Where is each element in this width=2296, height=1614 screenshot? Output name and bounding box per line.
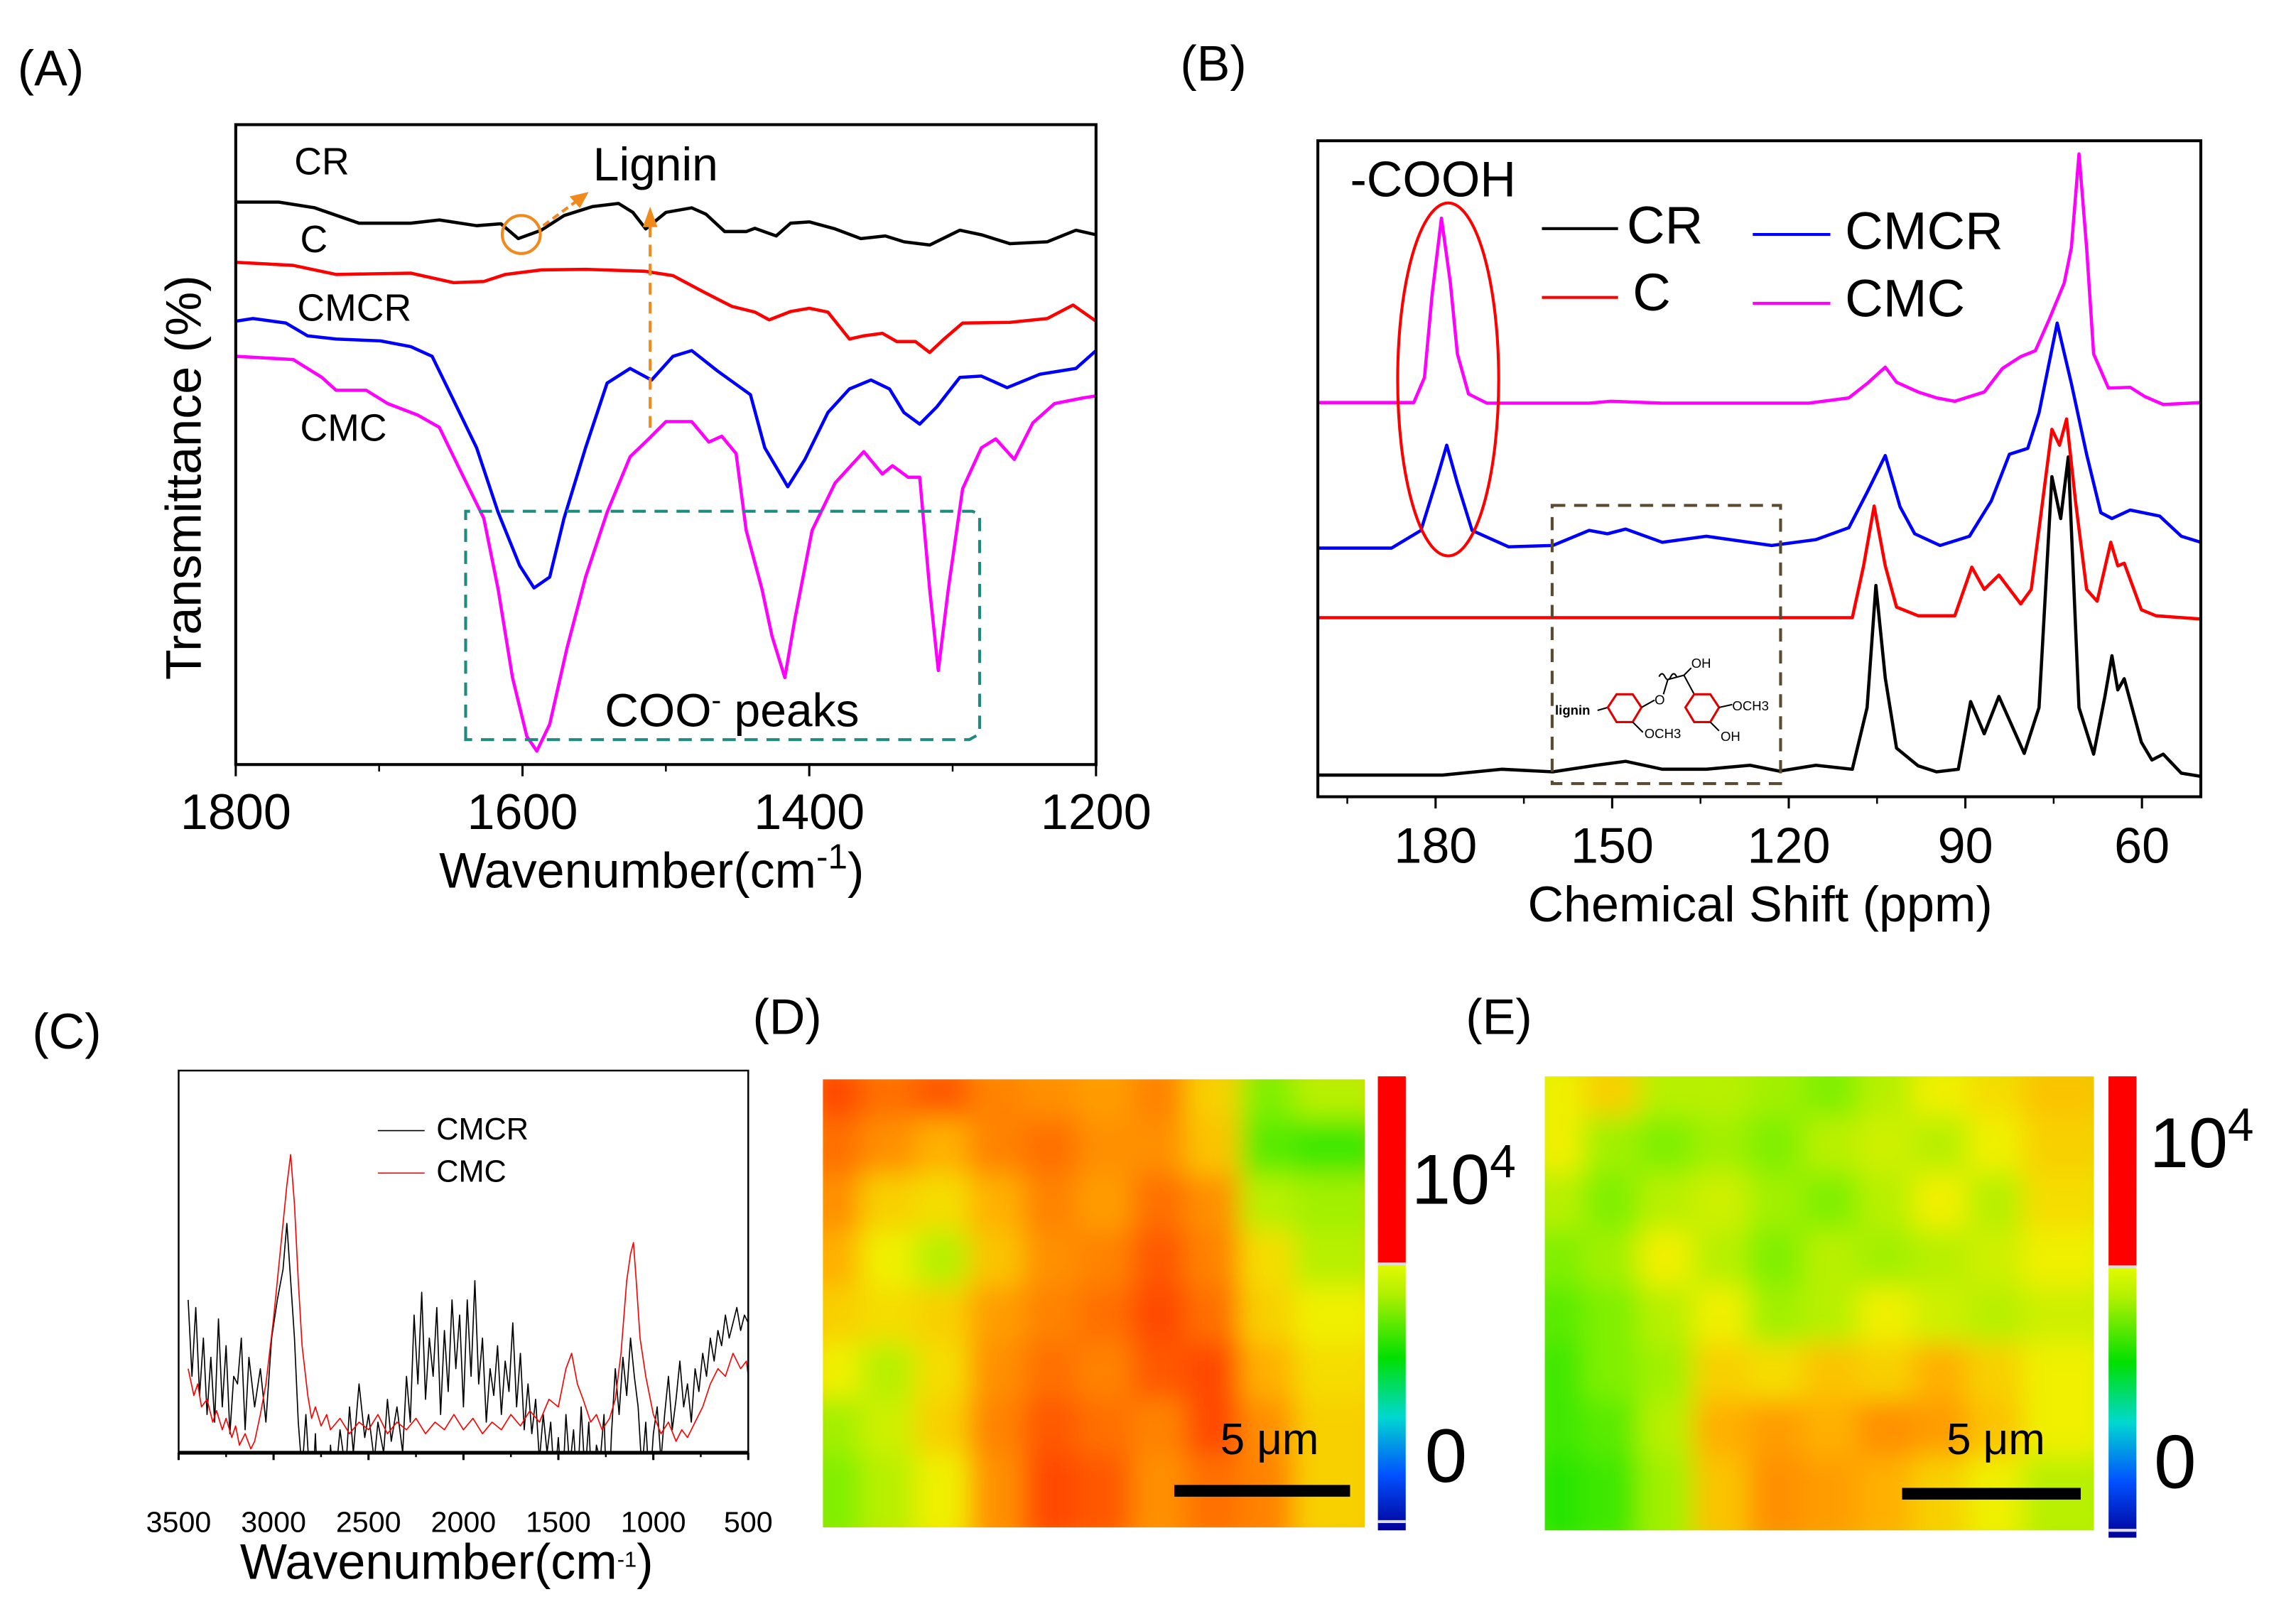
arrowhead-up-icon (642, 206, 658, 227)
panel-e-scalebar (1902, 1488, 2081, 1500)
cooh-ellipse-marker (1396, 201, 1500, 558)
panel-c-legend: CMCR CMC (377, 1112, 529, 1189)
cooh-annotation: -COOH (1350, 151, 1516, 207)
panel-c-curves (188, 1154, 749, 1453)
x-tick-label: 1400 (754, 784, 865, 840)
series-line-c (1318, 417, 2202, 621)
panel-b-legend: CR C CMCR CMC (1542, 195, 2003, 327)
series-line-c (235, 260, 1096, 354)
panel-d: (D) 104 0 5 μm (752, 989, 1516, 1531)
heatmap-cell (1294, 1454, 1365, 1528)
panel-a-ylabel: Transmittance (%) (156, 275, 211, 680)
series-line-cmc (235, 354, 1096, 753)
panel-d-scalebar (1174, 1485, 1350, 1497)
coo-peaks-box (464, 509, 982, 742)
panel-c-x-axis: 3500 3000 2500 2000 1500 1000 500 (146, 1452, 773, 1538)
panel-d-heatmap (823, 1079, 1365, 1528)
x-tick-label: 120 (1748, 818, 1831, 873)
x-tick-label: 2000 (431, 1505, 497, 1538)
chem-label-oh-2: OH (1721, 729, 1740, 744)
chem-label-och3-1: OCH3 (1645, 726, 1682, 741)
panel-b-plot-frame (1316, 139, 2203, 798)
chem-label-o: O (1655, 693, 1664, 708)
series-line-cmcr (235, 317, 1096, 590)
legend-label-cr: CR (1627, 195, 1703, 254)
series-line-cmc (188, 1154, 749, 1450)
x-tick-label: 3500 (146, 1505, 212, 1538)
arrowhead-icon (569, 192, 589, 208)
x-tick-label: 1000 (621, 1505, 686, 1538)
panel-a-curves (235, 200, 1096, 753)
x-tick-label: 90 (1938, 818, 1993, 873)
panel-a-letter: (A) (18, 40, 84, 96)
chem-label-oh-1: OH (1691, 656, 1711, 671)
panel-b-x-axis: 180 150 120 90 60 (1346, 796, 2170, 873)
panel-c-xlabel: Wavenumber(cm-1) (240, 1534, 654, 1589)
lignin-circle-marker (500, 214, 542, 255)
x-tick-label: 150 (1571, 818, 1654, 873)
panel-a-x-axis: 1800 1600 1400 1200 (180, 764, 1152, 840)
x-tick-label: 500 (724, 1505, 773, 1538)
legend-label-cmcr: CMCR (1845, 202, 2003, 261)
series-line-cmc (1318, 152, 2202, 406)
x-tick-label: 60 (2114, 818, 2170, 873)
x-tick-label: 1600 (467, 784, 578, 840)
series-line-cmcr (188, 1223, 749, 1453)
panel-e-letter: (E) (1466, 989, 1532, 1044)
panel-e-colorbar-min: 0 (2154, 1419, 2197, 1504)
panel-e-scalebar-label: 5 μm (1946, 1415, 2045, 1464)
panel-e-heatmap (1544, 1076, 2094, 1531)
x-tick-label: 1200 (1041, 784, 1152, 840)
panel-c-letter: (C) (32, 1004, 101, 1059)
panel-d-letter: (D) (752, 989, 821, 1044)
wavy-bond-icon (1658, 673, 1678, 681)
panel-e-colorbar-max: 104 (2150, 1098, 2254, 1182)
series-line-cr (1318, 455, 2202, 779)
panel-d-colorbar-min: 0 (1425, 1413, 1468, 1498)
lignin-annotation: Lignin (593, 138, 718, 190)
x-tick-label: 180 (1394, 818, 1477, 873)
chem-label-lignin: lignin (1555, 703, 1590, 717)
orange-arrow-diagonal (542, 199, 578, 227)
curve-label-cmcr: CMCR (297, 287, 411, 330)
panel-b-letter: (B) (1180, 36, 1246, 92)
panel-b-curves (1318, 152, 2202, 779)
x-tick-label: 2500 (336, 1505, 401, 1538)
aromatic-ring-2 (1684, 693, 1721, 723)
panel-d-scalebar-label: 5 μm (1220, 1415, 1319, 1464)
panel-a: (A) 1800 1600 1400 1200 Wavenumber(cm-1) Tr… (18, 40, 1152, 899)
panel-a-xlabel: Wavenumber(cm-1) (439, 837, 864, 899)
legend-label-cmcr: CMCR (436, 1112, 529, 1147)
panel-c: (C) 3500 3000 2500 2000 1500 1000 500 Wavenumb… (32, 1004, 772, 1589)
x-tick-label: 1500 (526, 1505, 591, 1538)
lignin-region-box (1550, 504, 1782, 786)
chem-label-och3-2: OCH3 (1732, 698, 1769, 713)
panel-b-xlabel: Chemical Shift (ppm) (1527, 877, 1992, 932)
legend-label-c: C (1632, 263, 1671, 322)
x-tick-label: 1800 (180, 784, 291, 840)
curve-label-c: C (300, 218, 328, 261)
curve-label-cmc: CMC (300, 407, 387, 450)
heatmap-cell (2022, 1456, 2094, 1531)
panel-b: (B) 180 150 120 90 60 Chemical Shift (ppm) -… (1180, 36, 2203, 932)
legend-label-cmc: CMC (1845, 269, 1965, 327)
series-line-cmcr (1318, 321, 2202, 550)
aromatic-ring-1 (1606, 693, 1643, 723)
lignin-structure-diagram: lignin O OCH3 OH OCH3 OH (1555, 656, 1769, 744)
panel-e: (E) 104 0 5 μm (1466, 989, 2254, 1538)
series-line-cr (235, 200, 1096, 247)
curve-label-cr: CR (294, 141, 349, 183)
panel-d-colorbar-max: 104 (1412, 1135, 1516, 1219)
x-tick-label: 3000 (241, 1505, 306, 1538)
coo-peaks-label: COO- peaks (605, 684, 859, 737)
legend-label-cmc: CMC (436, 1155, 507, 1189)
